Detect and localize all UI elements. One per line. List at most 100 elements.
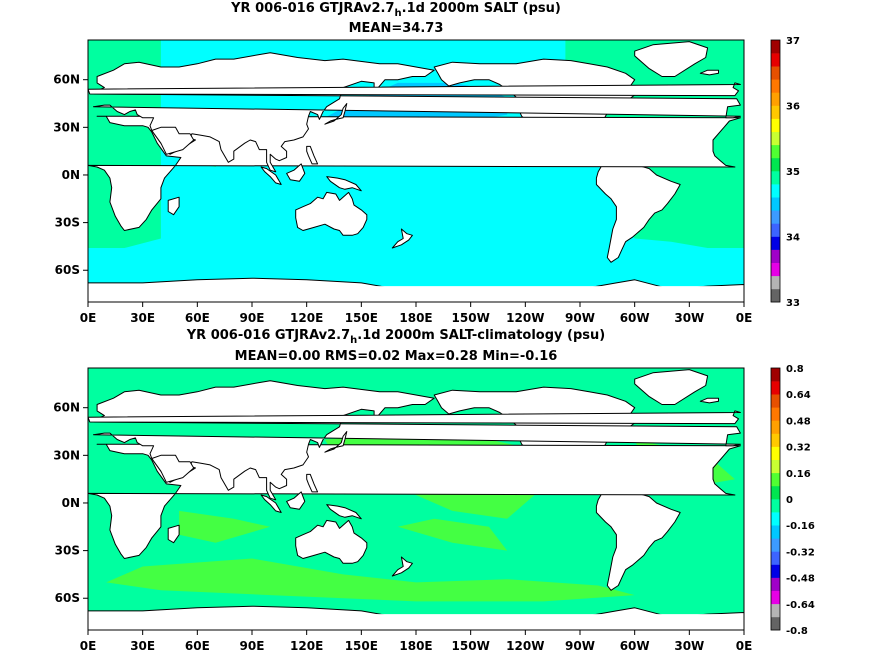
x-tick-label: 30W: [674, 639, 704, 653]
y-tick-label: 60N: [53, 73, 80, 87]
y-tick-label: 60S: [55, 263, 80, 277]
sumatra-landmass: [260, 166, 282, 185]
x-tick-label: 30W: [674, 311, 704, 325]
salinity-field: [88, 368, 744, 630]
x-tick-label: 30E: [130, 311, 155, 325]
colorbar-segment: [771, 79, 780, 93]
arabia-landmass: [151, 454, 195, 483]
y-tick-label: 60S: [55, 591, 80, 605]
colorbar-label: 0.16: [786, 469, 811, 480]
x-tick-label: 0E: [736, 639, 753, 653]
y-tick-label: 30N: [53, 120, 80, 134]
colorbar-segment: [771, 184, 780, 198]
japan-landmass: [324, 103, 348, 125]
anomaly-patch-3: [179, 510, 271, 543]
x-tick-label: 60W: [620, 639, 650, 653]
new-zealand-landmass: [391, 556, 413, 577]
colorbar-segment: [771, 197, 780, 211]
colorbar-label: -0.64: [786, 600, 815, 611]
colorbar-segment: [771, 590, 780, 605]
madagascar-landmass: [167, 196, 180, 216]
x-tick-label: 90W: [565, 639, 595, 653]
colorbar-segment: [771, 105, 780, 119]
philippines-landmass: [306, 145, 319, 165]
africa-landmass: [88, 443, 741, 559]
x-tick-label: 0E: [80, 311, 97, 325]
y-tick-label: 30N: [53, 448, 80, 462]
philippines-landmass: [306, 473, 319, 493]
y-tick-label: 30S: [55, 544, 80, 558]
colorbar-segment: [771, 512, 780, 526]
colorbar-segment: [771, 223, 780, 237]
colorbar-segment: [771, 616, 780, 631]
colorbar-segment: [771, 262, 780, 277]
colorbar-segment: [771, 499, 780, 513]
colorbar-segment: [771, 131, 780, 146]
sumatra-landmass: [260, 494, 282, 513]
colorbar-label: 34: [786, 233, 800, 244]
colorbar-label: -0.16: [786, 521, 815, 532]
colorbar-segment: [771, 564, 780, 578]
uk-landmass: [88, 410, 741, 425]
x-tick-label: 60E: [185, 639, 210, 653]
colorbar-segment: [771, 525, 780, 539]
borneo-landmass: [286, 491, 306, 510]
colorbar-segment: [771, 577, 780, 591]
colorbar: 0.8 0.64 0.48 0.32 0.16 0 -0.16 -0.32 -0.48 -0.64…: [770, 364, 815, 637]
colorbar-label: 0: [786, 495, 793, 506]
salinity-field: [88, 40, 744, 302]
colorbar-label: 36: [786, 102, 800, 113]
colorbar-label: 37: [786, 36, 800, 47]
new-guinea-landmass: [326, 504, 362, 520]
y-tick-label: 30S: [55, 216, 80, 230]
colorbar-label: 0.32: [786, 443, 811, 454]
chart-title: YR 006-016 GTJRAv2.7h.1d 2000m SALT (psu…: [230, 1, 561, 19]
chart-title: YR 006-016 GTJRAv2.7h.1d 2000m SALT-clim…: [186, 328, 605, 346]
australia-landmass: [295, 191, 368, 236]
colorbar-label: 0.48: [786, 416, 811, 427]
y-tick-label: 60N: [53, 401, 80, 415]
iceland-landmass: [699, 397, 719, 404]
chart-subtitle: MEAN=34.73: [349, 21, 444, 36]
colorbar-frame: [770, 367, 781, 631]
anomaly-patch-2: [106, 558, 635, 602]
australia-landmass: [295, 519, 368, 564]
arabia-landmass: [151, 126, 195, 155]
x-tick-label: 150W: [452, 639, 490, 653]
colorbar-segment: [771, 420, 780, 434]
x-tick-label: 150W: [452, 311, 490, 325]
colorbar-segment: [771, 459, 780, 474]
x-tick-label: 90E: [240, 639, 265, 653]
x-tick-label: 0E: [736, 311, 753, 325]
colorbar-label: -0.32: [786, 547, 815, 558]
south-america-landmass: [595, 157, 681, 263]
colorbar-label: 33: [786, 298, 800, 309]
x-tick-label: 180E: [399, 639, 432, 653]
colorbar-segment: [771, 368, 780, 382]
colorbar-segment: [771, 144, 780, 159]
colorbar-label: 35: [786, 167, 800, 178]
colorbar-segment: [771, 157, 780, 172]
colorbar-segment: [771, 53, 780, 67]
chart-subtitle: MEAN=0.00 RMS=0.02 Max=0.28 Min=-0.16: [235, 349, 558, 364]
new-zealand-landmass: [391, 228, 413, 249]
x-tick-label: 90W: [565, 311, 595, 325]
x-tick-label: 120E: [290, 311, 323, 325]
colorbar-segment: [771, 275, 780, 290]
colorbar-segment: [771, 118, 780, 132]
africa-landmass: [88, 115, 741, 231]
colorbar-segment: [771, 394, 780, 408]
colorbar-label: -0.48: [786, 574, 815, 585]
x-tick-label: 120W: [506, 311, 544, 325]
x-tick-label: 60E: [185, 311, 210, 325]
colorbar-segment: [771, 171, 780, 185]
colorbar-segment: [771, 446, 780, 460]
x-tick-label: 180E: [399, 311, 432, 325]
x-tick-label: 60W: [620, 311, 650, 325]
x-tick-label: 150E: [345, 639, 378, 653]
madagascar-landmass: [167, 524, 180, 544]
colorbar-segment: [771, 236, 780, 250]
x-tick-label: 150E: [345, 311, 378, 325]
colorbar-segment: [771, 381, 780, 395]
